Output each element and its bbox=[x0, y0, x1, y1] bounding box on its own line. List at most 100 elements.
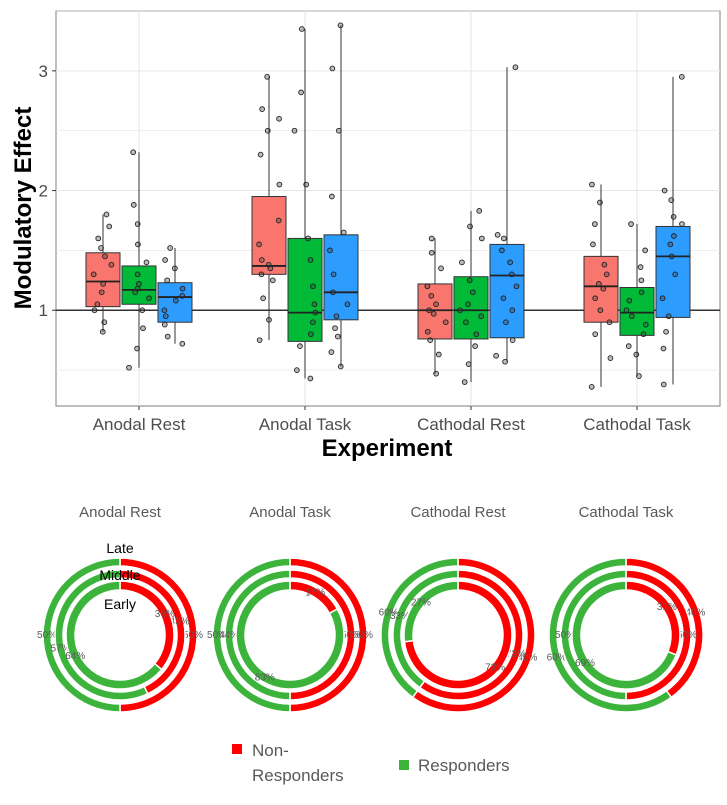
data-point bbox=[167, 245, 173, 251]
data-point bbox=[328, 349, 335, 355]
donut-title: Anodal Rest bbox=[79, 504, 162, 521]
percent-label: 60% bbox=[379, 607, 399, 618]
box-plot-chart: 1 2 3 Anodal Rest Anodal Task Cathodal Rest C… bbox=[10, 10, 721, 462]
percent-label: 50% bbox=[37, 630, 57, 641]
box-late bbox=[655, 225, 691, 318]
data-point bbox=[307, 375, 314, 382]
data-point bbox=[660, 345, 667, 352]
data-point bbox=[90, 271, 97, 278]
data-point bbox=[433, 301, 439, 308]
points-layer bbox=[90, 22, 685, 390]
slice-responders bbox=[54, 569, 149, 701]
data-point bbox=[258, 257, 265, 263]
slice-responders bbox=[65, 580, 163, 690]
data-point bbox=[597, 307, 604, 314]
data-point bbox=[303, 181, 310, 188]
data-point bbox=[606, 319, 613, 326]
data-point bbox=[108, 261, 115, 268]
data-point bbox=[508, 271, 515, 278]
data-point bbox=[310, 283, 316, 290]
plot-panel bbox=[55, 10, 721, 407]
data-point bbox=[665, 313, 672, 320]
data-point bbox=[259, 106, 265, 113]
data-point bbox=[312, 309, 319, 316]
data-point bbox=[135, 241, 141, 248]
slice-responders bbox=[571, 580, 678, 690]
data-point bbox=[476, 208, 483, 214]
data-point bbox=[311, 301, 318, 308]
percent-label: 69% bbox=[575, 658, 595, 669]
data-point bbox=[98, 245, 104, 251]
data-point bbox=[134, 345, 140, 352]
data-point bbox=[667, 241, 674, 248]
data-point bbox=[600, 285, 607, 292]
data-point bbox=[668, 253, 675, 260]
data-point bbox=[98, 289, 105, 296]
data-point bbox=[256, 337, 263, 344]
donut-ring-middle: 73% 33% bbox=[390, 569, 526, 701]
data-point bbox=[478, 235, 485, 242]
donut-ring-early: 36% 64% bbox=[65, 580, 175, 690]
donut-panel: Anodal Rest 50% 50% 43% 57% 36% 64% bbox=[37, 504, 203, 713]
data-point bbox=[592, 295, 599, 302]
data-point bbox=[473, 331, 480, 338]
percent-label: 73% bbox=[506, 649, 526, 660]
data-point bbox=[330, 289, 336, 296]
data-point bbox=[258, 271, 265, 278]
ring-label-late: Late bbox=[106, 540, 133, 556]
donut-ring-early: 73% 27% bbox=[403, 580, 513, 690]
data-point bbox=[588, 383, 595, 390]
data-point bbox=[661, 187, 668, 194]
data-point bbox=[140, 325, 146, 332]
data-point bbox=[139, 307, 146, 314]
percent-label: 17% bbox=[305, 587, 325, 598]
data-point bbox=[276, 115, 282, 122]
percent-label: 33% bbox=[390, 611, 410, 622]
ring-labels: Late Middle Early bbox=[99, 540, 140, 612]
data-point bbox=[427, 337, 434, 344]
slice-responders bbox=[235, 580, 345, 690]
percent-label: 60% bbox=[547, 653, 567, 664]
data-point bbox=[433, 370, 439, 377]
data-point bbox=[478, 313, 484, 320]
data-point bbox=[628, 313, 635, 320]
data-point bbox=[143, 259, 150, 266]
percent-label: 83% bbox=[255, 673, 275, 684]
data-point bbox=[500, 295, 507, 302]
data-point bbox=[333, 313, 340, 320]
data-point bbox=[161, 307, 168, 314]
data-point bbox=[465, 361, 472, 367]
percent-label: 27% bbox=[411, 597, 431, 608]
data-point bbox=[461, 379, 468, 385]
slice-responders bbox=[392, 569, 459, 689]
data-point bbox=[276, 181, 283, 188]
data-point bbox=[424, 283, 431, 290]
data-point bbox=[494, 231, 501, 238]
data-point bbox=[101, 319, 108, 326]
data-point bbox=[179, 285, 186, 292]
data-point bbox=[327, 247, 333, 254]
data-point bbox=[130, 149, 137, 156]
data-point bbox=[305, 235, 311, 242]
x-tick-label: Cathodal Task bbox=[583, 415, 691, 434]
data-point bbox=[91, 307, 98, 314]
data-point bbox=[424, 328, 431, 335]
data-point bbox=[297, 343, 303, 350]
data-point bbox=[642, 247, 649, 254]
data-point bbox=[636, 373, 642, 379]
data-point bbox=[438, 265, 444, 272]
data-point bbox=[509, 337, 516, 344]
data-point bbox=[134, 271, 141, 278]
data-point bbox=[633, 351, 640, 358]
box-late bbox=[323, 234, 359, 321]
slice-responders bbox=[560, 569, 627, 701]
data-point bbox=[106, 223, 113, 230]
data-point bbox=[442, 319, 449, 326]
data-point bbox=[172, 265, 178, 272]
slice-responders bbox=[380, 557, 459, 699]
data-point bbox=[162, 313, 169, 320]
legend-swatch-responders bbox=[399, 760, 409, 770]
x-tick-labels: Anodal Rest Anodal Task Cathodal Rest Catho… bbox=[93, 406, 691, 434]
